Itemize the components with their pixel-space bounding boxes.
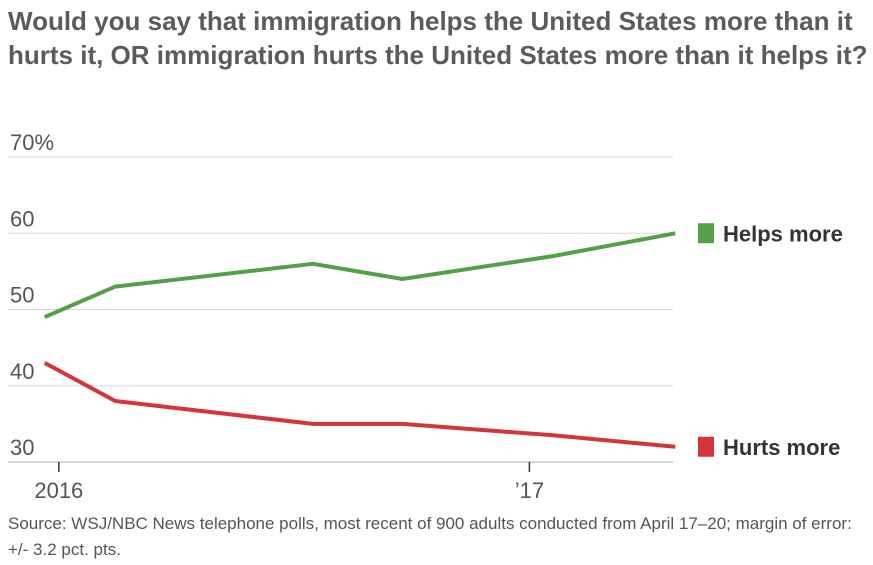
series-line-helps [43,231,676,319]
legend-swatch-hurts [698,436,714,457]
y-tick-label: 60 [10,206,34,231]
series-line-hurts [43,361,676,449]
y-tick-label: 30 [10,435,34,460]
legend-label-hurts: Hurts more [723,435,840,460]
legend-swatch-helps [698,223,714,244]
source-note: Source: WSJ/NBC News telephone polls, mo… [8,514,852,559]
x-tick-label: 2016 [34,478,83,503]
legend-label-helps: Helps more [723,221,843,246]
legend: Helps more Hurts more [698,221,843,460]
y-tick-label: 40 [10,359,34,384]
chart-title: Would you say that immigration helps the… [8,6,868,70]
x-axis-ticks: 2016 ’17 [34,462,544,503]
gridlines [8,156,673,463]
y-axis-ticks: 30 40 50 60 70% [10,130,54,460]
y-tick-label: 70% [10,130,54,155]
line-chart: 30 40 50 60 70% 2016 ’17 Helps more Hurts more [8,130,843,503]
series-lines [43,231,676,449]
y-tick-label: 50 [10,283,34,308]
x-tick-label: ’17 [515,478,544,503]
